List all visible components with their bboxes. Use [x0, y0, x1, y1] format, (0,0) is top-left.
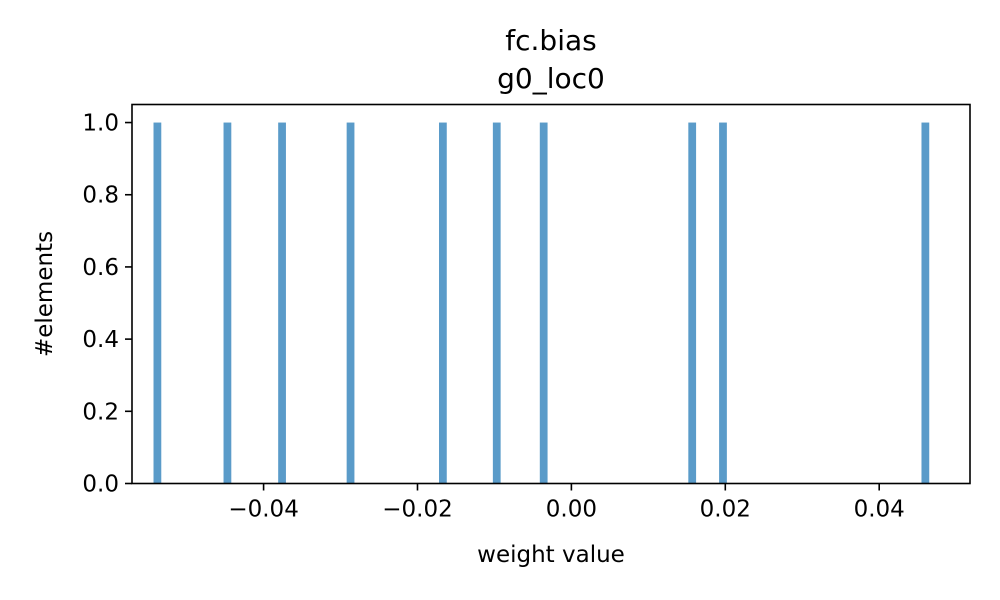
histogram-bar	[492, 122, 501, 484]
y-tick-label: 0.6	[82, 255, 119, 281]
x-ticks-group: −0.04 −0.02 0.00 0.02 0.04	[228, 483, 905, 523]
x-tick-label: −0.04	[228, 497, 298, 523]
histogram-bar	[921, 122, 930, 484]
histogram-bar	[539, 122, 548, 484]
histogram-bar	[346, 122, 355, 484]
y-tick-label: 1.0	[82, 111, 119, 137]
histogram-bar	[719, 122, 727, 484]
x-axis-label: weight value	[477, 542, 625, 568]
histogram-bar	[688, 122, 697, 484]
y-tick-label: 0.2	[82, 399, 119, 425]
x-tick-label: −0.02	[382, 497, 452, 523]
y-tick-label: 0.4	[82, 327, 119, 353]
histogram-bar	[223, 122, 232, 484]
plot-frame	[131, 103, 971, 485]
x-tick-label: 0.04	[854, 497, 905, 523]
y-ticks-group: 0.0 0.2 0.4 0.6 0.8 1.0	[82, 111, 132, 498]
y-tick-label: 0.0	[82, 472, 119, 498]
chart-title: fc.bias	[505, 24, 596, 57]
x-tick-label: 0.02	[700, 497, 751, 523]
chart-subtitle: g0_loc0	[497, 62, 605, 95]
y-tick-label: 0.8	[82, 183, 119, 209]
histogram-bar	[278, 122, 286, 484]
y-axis-label: #elements	[32, 231, 58, 357]
histogram-bar	[153, 122, 162, 484]
x-tick-label: 0.00	[546, 497, 597, 523]
bars-group	[153, 122, 930, 484]
histogram-bar	[439, 122, 447, 484]
